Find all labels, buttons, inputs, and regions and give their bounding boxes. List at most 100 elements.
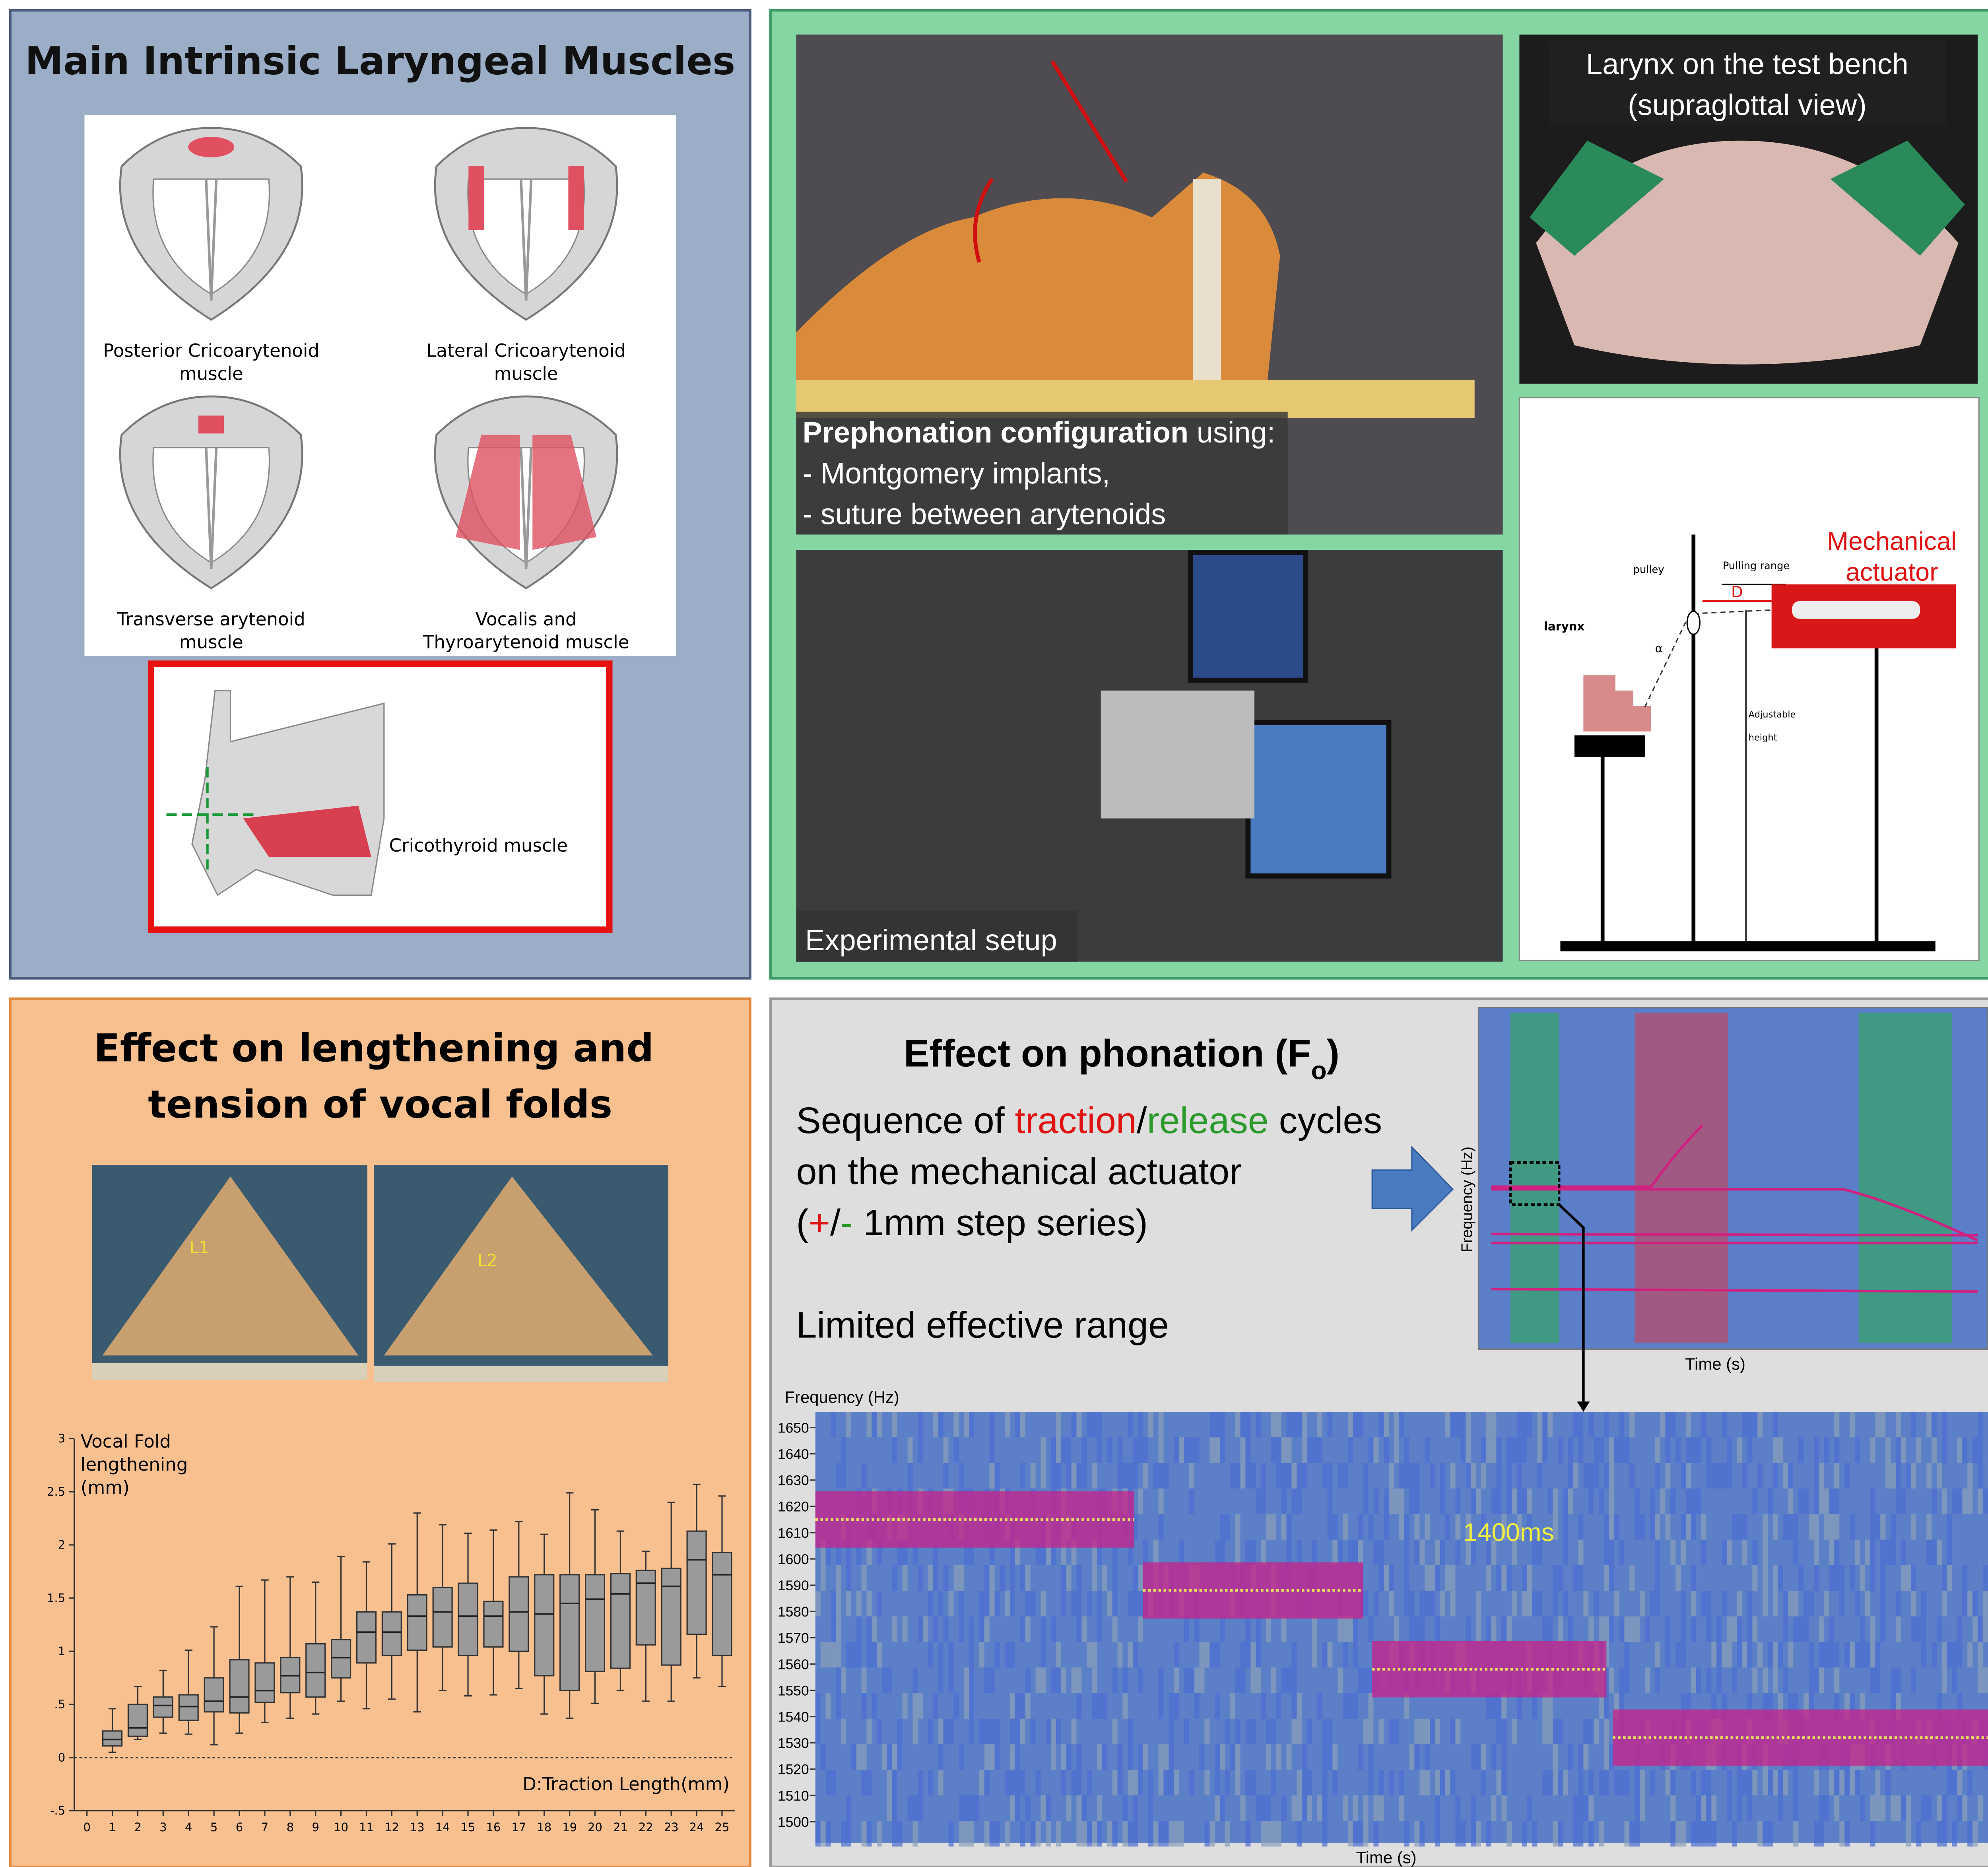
texture [1338, 1667, 1343, 1693]
texture [1158, 1821, 1164, 1847]
texture [1092, 1565, 1097, 1591]
texture [1087, 1821, 1092, 1847]
texture [1404, 1821, 1409, 1847]
texture [1819, 1488, 1824, 1514]
box [483, 1601, 504, 1648]
y-axis-label: lengthening [81, 1454, 188, 1475]
x-tick-label: 16 [486, 1820, 501, 1834]
texture [1650, 1770, 1655, 1795]
photo-equipment [1101, 690, 1254, 819]
texture [1327, 1488, 1333, 1514]
muscle [198, 415, 224, 434]
texture [1906, 1821, 1911, 1847]
texture [1875, 1667, 1881, 1693]
texture [1435, 1565, 1440, 1591]
texture [1399, 1795, 1404, 1821]
texture [933, 1565, 938, 1591]
diagram-block [1574, 735, 1645, 757]
texture [959, 1565, 964, 1591]
texture [1281, 1488, 1287, 1514]
texture [1609, 1667, 1614, 1693]
texture [1425, 1591, 1430, 1617]
texture [1573, 1821, 1578, 1847]
caption: muscle [494, 363, 558, 384]
illustrations [119, 127, 618, 590]
texture [1880, 1539, 1886, 1565]
texture [1061, 1437, 1066, 1463]
texture [1757, 1642, 1763, 1668]
texture [1122, 1821, 1128, 1847]
texture [877, 1411, 882, 1438]
texture [1962, 1795, 1968, 1821]
texture [1460, 1821, 1466, 1847]
texture [1010, 1693, 1015, 1719]
texture [948, 1591, 954, 1617]
texture [918, 1616, 923, 1642]
texture [1445, 1411, 1450, 1438]
texture [1271, 1821, 1276, 1847]
diagram-label: D [1731, 583, 1743, 601]
texture [1030, 1821, 1036, 1847]
texture [861, 1770, 867, 1795]
texture [1711, 1821, 1717, 1847]
texture [1962, 1488, 1968, 1514]
texture [1414, 1539, 1420, 1565]
texture [1081, 1463, 1087, 1489]
texture [1778, 1565, 1783, 1591]
texture [1501, 1795, 1507, 1821]
texture [1553, 1744, 1558, 1770]
texture [1967, 1642, 1973, 1668]
texture [1553, 1591, 1558, 1617]
texture [1547, 1718, 1553, 1745]
texture [1773, 1463, 1778, 1489]
texture [1189, 1667, 1194, 1693]
texture [1604, 1411, 1609, 1438]
y-tick-label: 1580 [778, 1604, 809, 1620]
texture [1665, 1616, 1671, 1642]
texture [841, 1667, 846, 1693]
texture [836, 1693, 841, 1719]
texture [1128, 1718, 1133, 1745]
texture [1788, 1642, 1794, 1668]
text: 1mm step series) [853, 1202, 1148, 1243]
texture [938, 1770, 944, 1795]
texture [1573, 1463, 1578, 1489]
texture [1056, 1411, 1061, 1438]
texture [1158, 1437, 1164, 1463]
texture [1813, 1821, 1819, 1847]
texture [1245, 1411, 1251, 1438]
texture [1076, 1411, 1082, 1438]
texture [1209, 1437, 1215, 1463]
texture [1041, 1616, 1046, 1642]
texture [1737, 1642, 1742, 1668]
texture [1112, 1770, 1118, 1795]
texture [1578, 1411, 1584, 1438]
texture [1583, 1463, 1589, 1489]
texture [1117, 1642, 1123, 1668]
texture [1486, 1437, 1491, 1463]
texture [1604, 1770, 1609, 1795]
box [509, 1576, 529, 1652]
texture [1281, 1514, 1287, 1540]
texture [1793, 1616, 1799, 1642]
caption: Lateral Cricoarytenoid [426, 340, 625, 361]
texture [1010, 1718, 1015, 1745]
texture [1665, 1463, 1671, 1489]
texture [1404, 1437, 1409, 1463]
texture [1414, 1744, 1420, 1770]
texture [1501, 1770, 1507, 1795]
text: Sequence of [796, 1100, 1015, 1141]
texture [1732, 1616, 1737, 1642]
texture [1854, 1770, 1860, 1795]
texture [1169, 1770, 1174, 1795]
texture [933, 1616, 938, 1642]
texture [1209, 1642, 1215, 1668]
texture [1747, 1591, 1753, 1617]
texture [1783, 1463, 1788, 1489]
texture [1250, 1642, 1256, 1668]
texture [1870, 1667, 1875, 1693]
texture [1496, 1463, 1502, 1489]
texture [1532, 1591, 1538, 1617]
texture [964, 1795, 969, 1821]
title-text: Effect on phonation (F [904, 1032, 1311, 1075]
